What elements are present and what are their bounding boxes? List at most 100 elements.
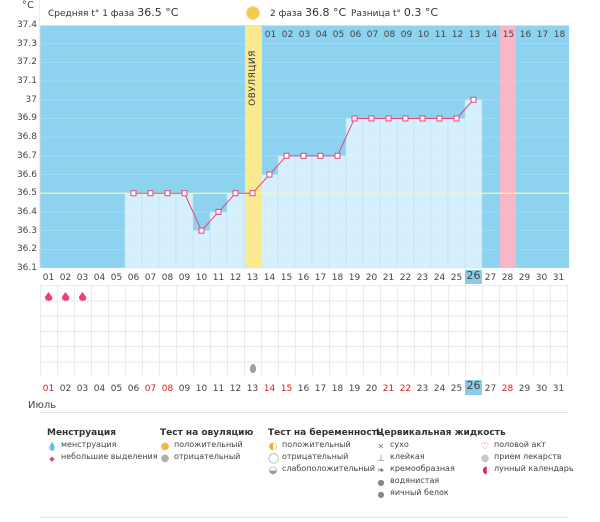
month-day-label[interactable]: 31 (552, 384, 565, 394)
month-day-label[interactable]: 13 (246, 384, 259, 394)
calendar-day-label[interactable]: 14 (263, 273, 276, 283)
cycle-day-label[interactable]: 04 (315, 30, 328, 40)
calendar-day-label[interactable]: 30 (535, 273, 548, 283)
cycle-day-label[interactable]: 05 (332, 30, 345, 40)
calendar-day-label[interactable]: 20 (365, 273, 378, 283)
calendar-day-label[interactable]: 10 (195, 273, 208, 283)
calendar-day-label[interactable]: 29 (518, 273, 531, 283)
temperature-point[interactable] (317, 152, 324, 159)
cycle-day-label[interactable]: 13 (468, 30, 481, 40)
month-day-label[interactable]: 06 (127, 384, 140, 394)
month-day-label[interactable]: 07 (144, 384, 157, 394)
temperature-point[interactable] (266, 171, 273, 178)
month-day-label[interactable]: 18 (331, 384, 344, 394)
month-day-label[interactable]: 22 (399, 384, 412, 394)
calendar-day-label[interactable]: 11 (212, 273, 225, 283)
month-day-label[interactable]: 05 (110, 384, 123, 394)
temperature-point[interactable] (249, 190, 256, 197)
menstruation-drop-icon[interactable] (61, 292, 70, 301)
calendar-day-label[interactable]: 28 (501, 273, 514, 283)
month-day-label[interactable]: 19 (348, 384, 361, 394)
temperature-point[interactable] (147, 190, 154, 197)
month-day-label[interactable]: 24 (433, 384, 446, 394)
calendar-day-label[interactable]: 22 (399, 273, 412, 283)
calendar-day-label[interactable]: 08 (161, 273, 174, 283)
cycle-day-label[interactable]: 01 (264, 30, 277, 40)
calendar-day-label[interactable]: 04 (93, 273, 106, 283)
month-day-label[interactable]: 01 (42, 384, 55, 394)
calendar-day-label[interactable]: 01 (42, 273, 55, 283)
calendar-day-label[interactable]: 06 (127, 273, 140, 283)
cycle-day-label[interactable]: 12 (451, 30, 464, 40)
temperature-point[interactable] (402, 115, 409, 122)
month-day-label[interactable]: 04 (93, 384, 106, 394)
month-day-label[interactable]: 17 (314, 384, 327, 394)
cycle-day-label[interactable]: 06 (349, 30, 362, 40)
cycle-day-label[interactable]: 02 (281, 30, 294, 40)
cycle-day-label[interactable]: 18 (553, 30, 566, 40)
temperature-point[interactable] (453, 115, 460, 122)
month-day-label[interactable]: 29 (518, 384, 531, 394)
month-day-label[interactable]: 02 (59, 384, 72, 394)
temperature-point[interactable] (419, 115, 426, 122)
calendar-day-label[interactable]: 24 (433, 273, 446, 283)
calendar-day-label[interactable]: 31 (552, 273, 565, 283)
temperature-point[interactable] (232, 190, 239, 197)
month-day-label[interactable]: 03 (76, 384, 89, 394)
temperature-point[interactable] (130, 190, 137, 197)
month-day-label[interactable]: 09 (178, 384, 191, 394)
cycle-day-label[interactable]: 17 (536, 30, 549, 40)
cycle-day-label[interactable]: 08 (383, 30, 396, 40)
temperature-point[interactable] (215, 208, 222, 215)
menstruation-drop-icon[interactable] (78, 292, 87, 301)
month-day-label[interactable]: 21 (382, 384, 395, 394)
cycle-day-label[interactable]: 10 (417, 30, 430, 40)
temperature-point[interactable] (181, 190, 188, 197)
temperature-point[interactable] (385, 115, 392, 122)
calendar-day-label[interactable]: 27 (484, 273, 497, 283)
month-day-label[interactable]: 08 (161, 384, 174, 394)
calendar-day-label[interactable]: 21 (382, 273, 395, 283)
month-day-label[interactable]: 15 (280, 384, 293, 394)
month-day-label[interactable]: 10 (195, 384, 208, 394)
cycle-day-label[interactable]: 11 (434, 30, 447, 40)
temperature-point[interactable] (283, 152, 290, 159)
calendar-day-label[interactable]: 02 (59, 273, 72, 283)
cycle-day-label[interactable]: 15 (502, 30, 515, 40)
month-day-label[interactable]: 28 (501, 384, 514, 394)
menstruation-drop-icon[interactable] (44, 292, 53, 301)
temperature-point[interactable] (198, 227, 205, 234)
calendar-day-label[interactable]: 07 (144, 273, 157, 283)
month-day-label[interactable]: 12 (229, 384, 242, 394)
calendar-day-label[interactable]: 16 (297, 273, 310, 283)
calendar-day-label[interactable]: 12 (229, 273, 242, 283)
month-day-label[interactable]: 20 (365, 384, 378, 394)
calendar-day-label[interactable]: 23 (416, 273, 429, 283)
calendar-day-label[interactable]: 25 (450, 273, 463, 283)
month-day-label[interactable]: 11 (212, 384, 225, 394)
temperature-point[interactable] (164, 190, 171, 197)
calendar-day-label[interactable]: 26 (466, 269, 481, 282)
temperature-point[interactable] (470, 96, 477, 103)
calendar-day-label[interactable]: 18 (331, 273, 344, 283)
month-day-label[interactable]: 26 (466, 379, 481, 392)
temperature-point[interactable] (436, 115, 443, 122)
cycle-day-label[interactable]: 09 (400, 30, 413, 40)
month-day-label[interactable]: 27 (484, 384, 497, 394)
calendar-day-label[interactable]: 13 (246, 273, 259, 283)
cycle-day-label[interactable]: 07 (366, 30, 379, 40)
month-day-label[interactable]: 30 (535, 384, 548, 394)
calendar-day-label[interactable]: 05 (110, 273, 123, 283)
temperature-point[interactable] (334, 152, 341, 159)
calendar-day-label[interactable]: 19 (348, 273, 361, 283)
calendar-day-label[interactable]: 17 (314, 273, 327, 283)
cycle-day-label[interactable]: 16 (519, 30, 532, 40)
temperature-point[interactable] (368, 115, 375, 122)
cycle-day-label[interactable]: 03 (298, 30, 311, 40)
calendar-day-label[interactable]: 03 (76, 273, 89, 283)
temperature-point[interactable] (351, 115, 358, 122)
month-day-label[interactable]: 14 (263, 384, 276, 394)
temperature-point[interactable] (300, 152, 307, 159)
month-day-label[interactable]: 16 (297, 384, 310, 394)
month-day-label[interactable]: 25 (450, 384, 463, 394)
